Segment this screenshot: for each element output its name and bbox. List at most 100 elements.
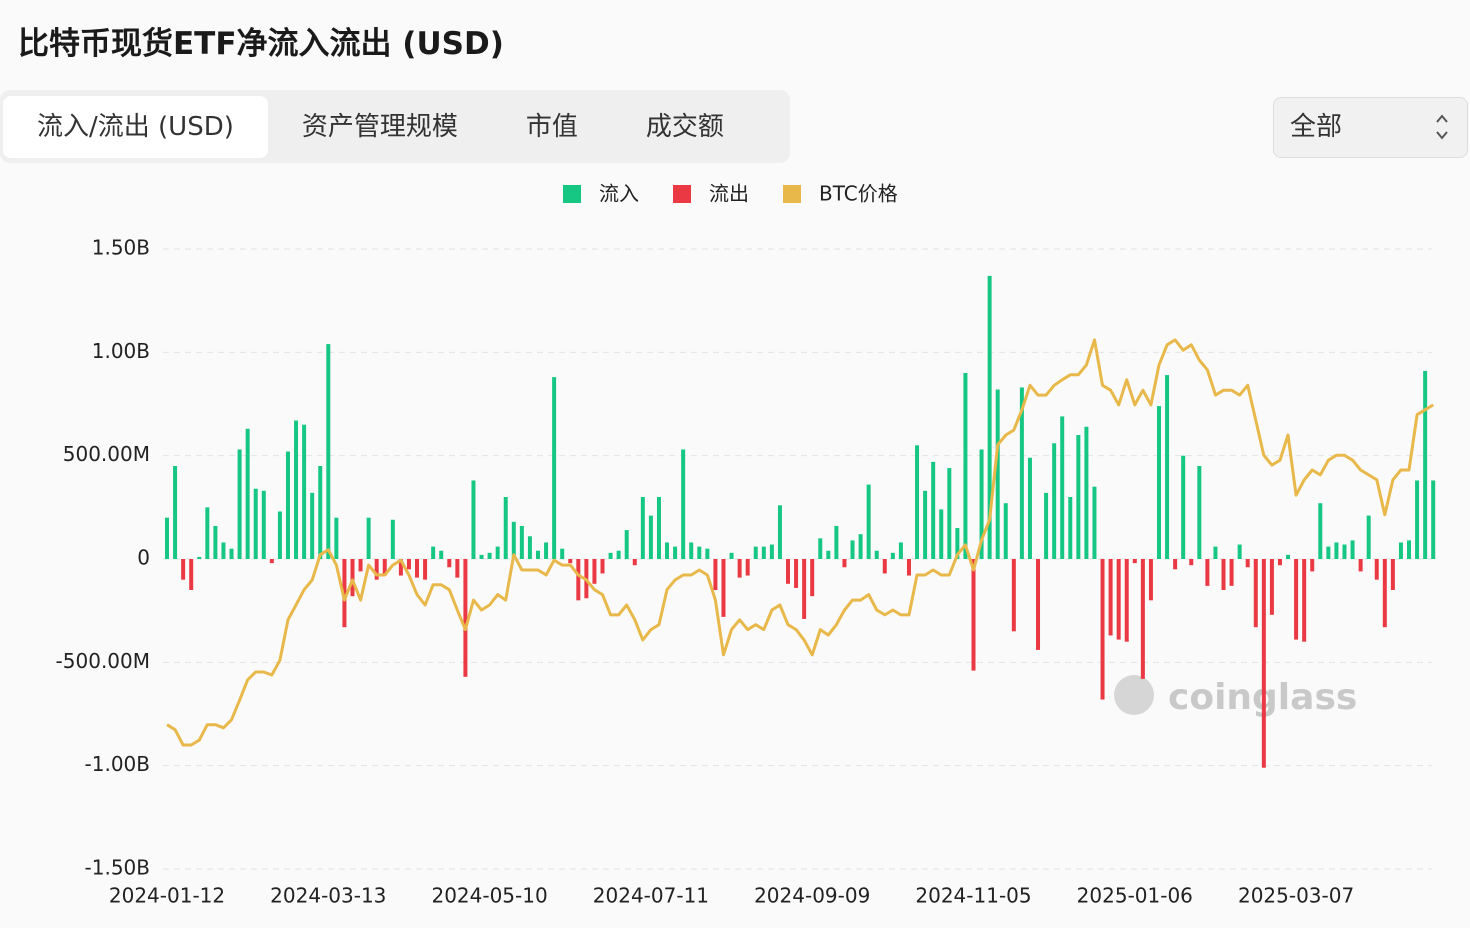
bar <box>697 546 702 559</box>
bar <box>302 424 307 559</box>
bar <box>592 559 597 584</box>
bar <box>1382 559 1387 628</box>
bar <box>221 542 226 559</box>
bar <box>1253 559 1258 628</box>
bar <box>423 559 428 580</box>
bar <box>1318 503 1323 559</box>
bar <box>350 559 355 597</box>
bar <box>616 550 621 559</box>
bar <box>1407 540 1412 559</box>
bar <box>576 559 581 601</box>
bar <box>890 552 895 559</box>
bar <box>971 559 976 671</box>
bar <box>1108 559 1113 636</box>
x-tick-label: 2024-07-11 <box>593 884 709 908</box>
bar <box>1245 559 1250 568</box>
bar <box>987 275 992 559</box>
bar <box>1044 492 1049 559</box>
bar <box>277 511 282 559</box>
bar <box>906 559 911 576</box>
bar <box>358 559 363 572</box>
bar <box>1189 559 1194 566</box>
bar <box>527 536 532 559</box>
bar <box>1140 559 1145 679</box>
bar <box>689 542 694 559</box>
x-tick-label: 2024-11-05 <box>915 884 1031 908</box>
bar <box>1261 559 1266 768</box>
bar <box>673 546 678 559</box>
bar <box>1423 370 1428 559</box>
bar <box>1173 559 1178 570</box>
bar <box>1237 544 1242 559</box>
bar <box>366 517 371 559</box>
tab[interactable]: 市值 <box>525 111 578 142</box>
bar <box>1350 540 1355 559</box>
bar <box>1398 542 1403 559</box>
bar <box>737 559 742 578</box>
x-tick-label: 2024-03-13 <box>270 884 386 908</box>
tab[interactable]: 资产管理规模 <box>301 111 458 142</box>
bar <box>253 488 258 559</box>
bar <box>318 466 323 559</box>
watermark-logo <box>1114 675 1154 715</box>
bar <box>818 538 823 559</box>
bar <box>197 556 202 559</box>
bar <box>310 492 315 559</box>
legend-label: 流出 <box>709 182 749 206</box>
bar <box>810 559 815 597</box>
bar <box>439 550 444 559</box>
bar <box>656 497 661 559</box>
bar <box>600 559 605 574</box>
bar <box>326 344 331 559</box>
y-tick-label: -1.00B <box>85 752 150 776</box>
bar <box>213 525 218 559</box>
bar <box>745 559 750 576</box>
bar <box>1277 559 1282 566</box>
bar <box>608 552 613 559</box>
range-select[interactable]: 全部 <box>1273 97 1468 158</box>
bar <box>406 559 411 570</box>
legend-swatch <box>783 185 801 203</box>
bar <box>173 466 178 559</box>
bar <box>842 559 847 568</box>
bar <box>535 550 540 559</box>
bar <box>269 559 274 564</box>
bar <box>947 468 952 559</box>
bar <box>471 480 476 559</box>
bar <box>165 517 169 559</box>
bar <box>648 515 653 559</box>
bar <box>1011 559 1016 632</box>
y-tick-label: 1.50B <box>92 236 150 260</box>
bar <box>1358 559 1363 572</box>
y-tick-label: 1.00B <box>92 339 150 363</box>
y-tick-label: -500.00M <box>56 649 150 673</box>
bar <box>1156 406 1161 559</box>
bar <box>261 490 266 559</box>
bar <box>1415 480 1420 559</box>
bar <box>1027 457 1032 559</box>
bar <box>495 546 500 559</box>
bar <box>834 525 839 559</box>
select-label: 全部 <box>1290 112 1343 142</box>
bar <box>729 552 734 559</box>
bar <box>1100 559 1105 700</box>
bar <box>447 559 452 568</box>
bar <box>931 461 936 559</box>
page-title: 比特币现货ETF净流入流出 (USD) <box>18 26 504 62</box>
bar <box>342 559 347 628</box>
bar <box>431 546 436 559</box>
bar <box>915 445 920 559</box>
bar <box>963 373 968 559</box>
bar <box>1294 559 1299 640</box>
bar <box>640 497 645 559</box>
bar <box>858 534 863 559</box>
tab[interactable]: 流入/流出 (USD) <box>3 95 268 158</box>
tab[interactable]: 成交额 <box>645 111 724 142</box>
bar <box>294 420 299 559</box>
bar <box>1229 559 1234 586</box>
bar <box>463 559 468 677</box>
bar <box>1286 554 1291 559</box>
bar <box>1036 559 1041 650</box>
bar <box>1052 443 1057 559</box>
